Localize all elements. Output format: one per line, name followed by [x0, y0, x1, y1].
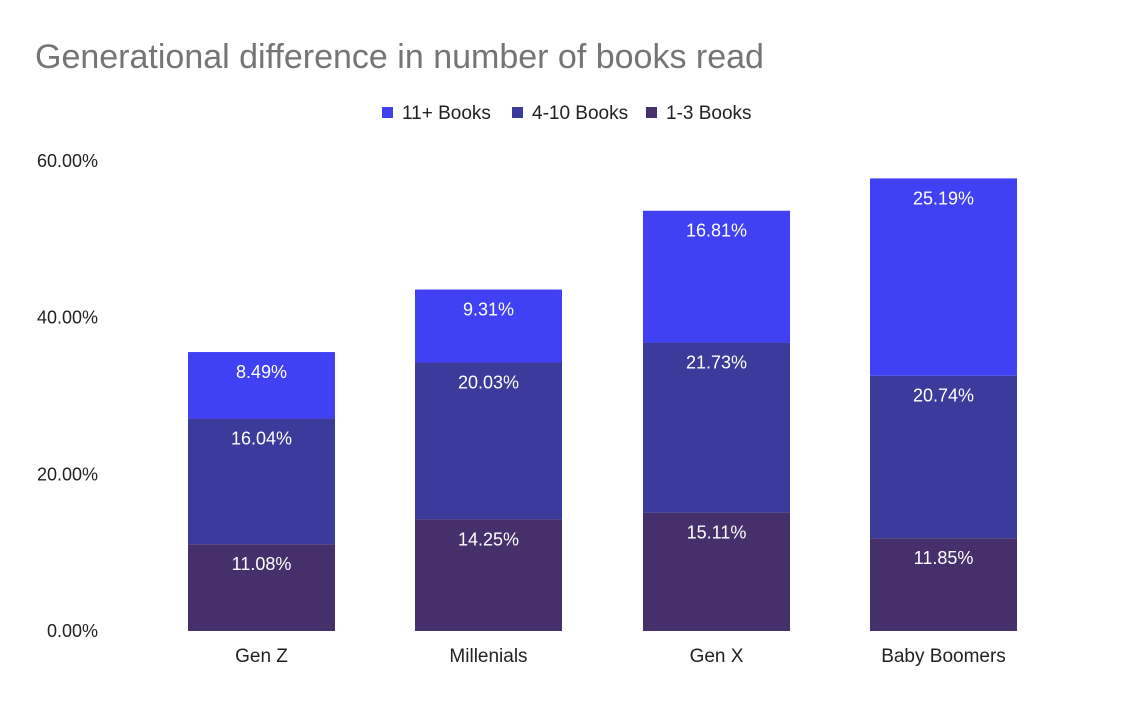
- bar-segment: [188, 544, 335, 631]
- legend-swatch: [646, 107, 657, 118]
- bar-group: 11.85% 20.74% 25.19%: [870, 178, 1017, 631]
- bar-segment: [870, 375, 1017, 539]
- x-tick-label: Millenials: [449, 646, 527, 667]
- data-label: 8.49%: [236, 362, 287, 382]
- bars: 11.08% 16.04% 8.49% 14.25% 20.03% 9.31% 15.11%…: [188, 178, 1017, 631]
- legend-item: 4-10 Books: [512, 103, 628, 124]
- bar-segment: [415, 519, 562, 631]
- bar-group: 14.25% 20.03% 9.31%: [415, 289, 562, 631]
- bar-segment: [643, 342, 790, 513]
- y-tick-label: 20.00%: [37, 464, 98, 484]
- chart-title: Generational difference in number of boo…: [35, 38, 764, 76]
- y-tick-label: 40.00%: [37, 308, 98, 328]
- bar-segment: [188, 352, 335, 419]
- y-axis: 0.00% 20.00% 40.00% 60.00%: [37, 151, 98, 641]
- legend-label: 11+ Books: [402, 103, 491, 124]
- bar-segment: [415, 362, 562, 520]
- x-tick-label: Gen X: [690, 646, 744, 667]
- bar-segment: [415, 289, 562, 363]
- data-label: 11.85%: [914, 548, 974, 568]
- x-tick-label: Gen Z: [235, 646, 288, 667]
- legend-label: 4-10 Books: [532, 103, 628, 124]
- legend-swatch: [382, 107, 393, 118]
- data-label: 16.04%: [231, 429, 292, 449]
- data-label: 16.81%: [686, 221, 747, 241]
- legend-item: 11+ Books: [382, 103, 491, 124]
- bar-group: 15.11% 21.73% 16.81%: [643, 210, 790, 631]
- legend-label: 1-3 Books: [666, 103, 752, 124]
- data-label: 21.73%: [686, 352, 747, 372]
- x-tick-label: Baby Boomers: [881, 646, 1006, 667]
- data-label: 25.19%: [913, 188, 974, 208]
- x-axis: Gen Z Millenials Gen X Baby Boomers: [235, 646, 1006, 667]
- bar-segment: [188, 418, 335, 545]
- legend: 11+ Books 4-10 Books 1-3 Books: [382, 103, 752, 124]
- y-tick-label: 0.00%: [47, 621, 98, 641]
- data-label: 20.03%: [458, 372, 519, 392]
- bar-group: 11.08% 16.04% 8.49%: [188, 352, 335, 631]
- y-tick-label: 60.00%: [37, 151, 98, 171]
- bar-segment: [870, 538, 1017, 631]
- legend-swatch: [512, 107, 523, 118]
- data-label: 11.08%: [232, 554, 292, 574]
- data-label: 15.11%: [687, 523, 747, 543]
- data-label: 14.25%: [458, 529, 519, 549]
- bar-segment: [643, 210, 790, 343]
- bar-segment: [870, 178, 1017, 376]
- data-label: 20.74%: [913, 386, 974, 406]
- bar-segment: [643, 512, 790, 631]
- legend-item: 1-3 Books: [646, 103, 752, 124]
- data-label: 9.31%: [463, 300, 514, 320]
